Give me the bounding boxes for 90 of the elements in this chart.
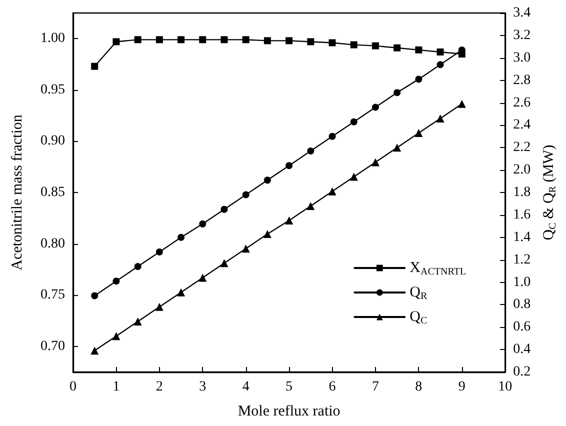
y2-tick-label: 2.6	[513, 95, 531, 110]
y2-axis-title: QC & QR (MW)	[541, 144, 558, 240]
x-tick-label: 1	[112, 380, 120, 394]
point	[242, 244, 250, 253]
point	[307, 147, 314, 154]
point	[156, 248, 163, 256]
point	[306, 202, 315, 210]
x-tick-label: 2	[156, 380, 163, 394]
point	[199, 220, 206, 228]
y2-tick-label: 2.8	[513, 72, 531, 88]
point	[371, 158, 380, 166]
y2-tick-label: 1.0	[513, 274, 531, 290]
point	[112, 38, 120, 46]
x-tick-label: 3	[199, 380, 206, 394]
point	[242, 36, 250, 44]
point	[415, 76, 422, 83]
point	[286, 162, 293, 170]
point	[350, 118, 358, 126]
point	[414, 129, 423, 138]
point	[134, 36, 142, 44]
x-tick-label: 5	[286, 380, 293, 394]
point	[91, 62, 98, 70]
point	[177, 288, 186, 296]
y-tick-label: 0.95	[40, 82, 65, 98]
point	[372, 42, 379, 50]
point	[242, 191, 250, 198]
y2-tick-label: 2.0	[513, 162, 531, 178]
y2-tick-label: 1.4	[513, 230, 531, 245]
point	[394, 44, 401, 52]
point	[350, 172, 358, 181]
point	[328, 132, 336, 140]
point	[436, 61, 444, 68]
x-axis-title: Mole reflux ratio	[238, 404, 340, 420]
point	[328, 187, 336, 196]
y2-tick-label: 2.4	[513, 118, 531, 133]
point	[307, 38, 314, 46]
point	[220, 206, 228, 213]
y-tick-label: 0.75	[40, 288, 65, 303]
x-tick-label: 10	[498, 380, 512, 394]
y2-tick-label: 0.8	[513, 297, 531, 312]
point	[90, 346, 99, 355]
x-tick-label: 8	[415, 380, 422, 394]
point	[134, 263, 142, 270]
x-tick-label: 6	[328, 380, 336, 394]
point	[178, 36, 185, 44]
point	[415, 46, 422, 54]
point	[178, 234, 185, 241]
y-tick-label: 0.70	[40, 338, 65, 354]
y2-tick-label: 0.2	[513, 364, 531, 380]
y-tick-label: 0.80	[40, 236, 65, 252]
point	[436, 48, 444, 56]
y-tick-label: 1.00	[40, 31, 65, 46]
point	[198, 274, 207, 282]
point	[263, 230, 272, 238]
y2-tick-label: 3.4	[513, 6, 531, 20]
point	[264, 176, 271, 184]
point	[394, 89, 401, 96]
point	[350, 41, 358, 48]
point	[220, 259, 228, 268]
x-tick-label: 7	[372, 380, 379, 394]
y2-tick-label: 3.2	[513, 28, 531, 43]
y2-tick-label: 3.0	[513, 50, 531, 66]
y-axis-title: Acetonitrile mass fraction	[10, 114, 26, 270]
point	[156, 36, 163, 44]
point	[285, 216, 294, 225]
point	[286, 37, 293, 44]
x-tick-label: 0	[70, 380, 76, 394]
point	[134, 318, 142, 326]
point	[220, 36, 228, 44]
point	[155, 302, 164, 311]
y-tick-label: 0.85	[40, 185, 65, 200]
x-tick-label: 9	[458, 380, 466, 394]
point	[393, 144, 402, 152]
point	[328, 39, 336, 46]
y2-tick-label: 2.2	[513, 140, 531, 156]
y2-tick-label: 1.8	[513, 185, 531, 200]
point	[112, 332, 120, 340]
y-tick-label: 0.90	[40, 134, 65, 149]
point	[372, 104, 379, 111]
y2-tick-label: 1.6	[513, 207, 531, 222]
point	[436, 114, 444, 122]
y2-tick-label: 0.4	[513, 342, 531, 358]
point	[458, 100, 466, 108]
y2-tick-label: 0.6	[513, 320, 531, 335]
x-tick-label: 4	[242, 380, 250, 394]
point	[264, 37, 271, 44]
y2-tick-label: 1.2	[513, 252, 531, 268]
point	[112, 278, 120, 285]
point	[91, 292, 98, 300]
point	[199, 36, 206, 44]
